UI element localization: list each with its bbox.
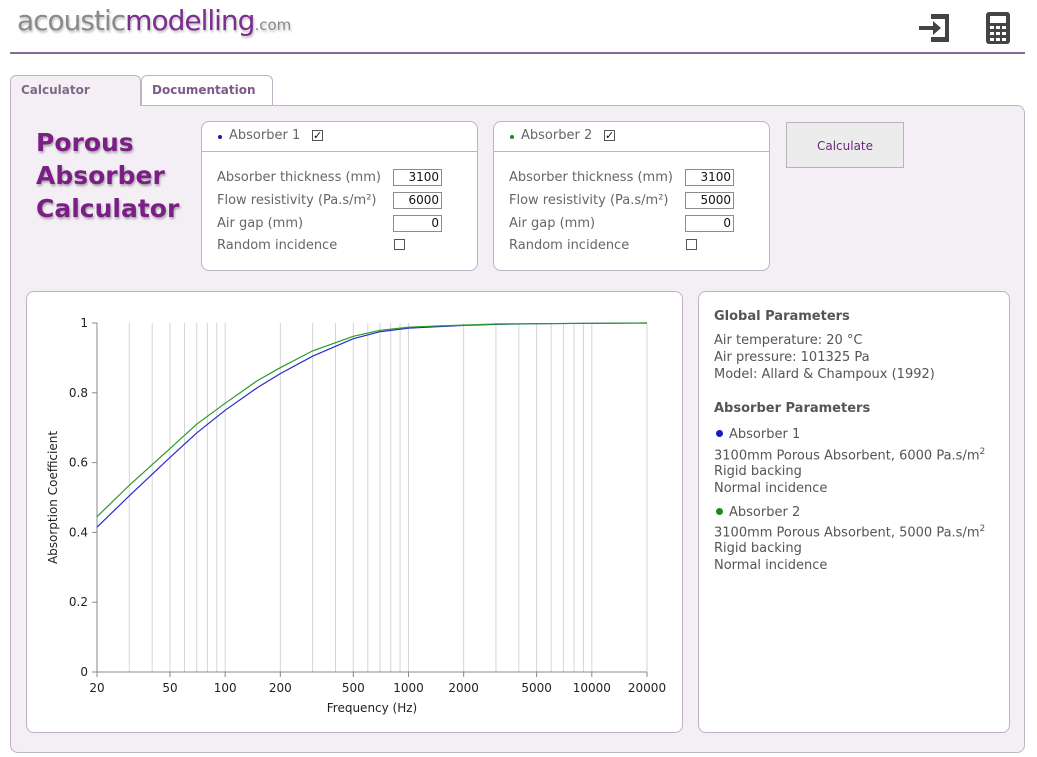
x-tick-label: 50 xyxy=(162,681,177,695)
absorber-1-enable-checkbox[interactable]: ✓ xyxy=(312,129,323,142)
absorber-1-info-incidence: Normal incidence xyxy=(714,481,828,496)
page-title-line-3: Calculator xyxy=(36,194,180,223)
absorber-2-random-label: Random incidence xyxy=(509,238,630,253)
absorber-1-info-desc-sup: 2 xyxy=(979,447,986,457)
absorber-2-info-backing: Rigid backing xyxy=(714,541,802,556)
y-tick-label: 0.2 xyxy=(69,595,88,609)
page-title-line-2: Absorber xyxy=(36,161,165,190)
absorber-2-info-desc-text: 3100mm Porous Absorbent, 5000 Pa.s/m xyxy=(714,525,980,541)
x-tick-label: 20000 xyxy=(628,681,666,695)
air-pressure-text: Air pressure: 101325 Pa xyxy=(714,350,870,365)
absorber-1-info-desc: 3100mm Porous Absorbent, 6000 Pa.s/m2 xyxy=(714,447,985,463)
x-tick-label: 2000 xyxy=(448,681,479,695)
absorber-1-thickness-input[interactable]: 3100 xyxy=(393,169,442,186)
logo-part-domain: .com xyxy=(254,16,292,34)
model-text: Model: Allard & Champoux (1992) xyxy=(714,367,935,382)
absorber-1-dot-icon xyxy=(218,135,222,139)
absorber-1-random-checkbox[interactable] xyxy=(394,239,405,250)
absorber-parameters-heading: Absorber Parameters xyxy=(714,401,871,416)
absorber-2-thickness-label: Absorber thickness (mm) xyxy=(509,170,673,185)
absorber-1-panel: Absorber 1 ✓ Absorber thickness (mm) 310… xyxy=(201,121,478,271)
absorber-2-info-name: Absorber 2 xyxy=(729,505,801,520)
absorber-2-enable-checkbox[interactable]: ✓ xyxy=(604,129,615,142)
absorber-2-panel: Absorber 2 ✓ Absorber thickness (mm) 310… xyxy=(493,121,770,271)
absorber-1-airgap-input[interactable]: 0 xyxy=(393,215,442,232)
header: acousticmodelling.com xyxy=(0,0,1037,55)
y-tick-label: 0.4 xyxy=(69,525,88,539)
x-tick-label: 5000 xyxy=(521,681,552,695)
absorber-2-info-incidence: Normal incidence xyxy=(714,558,828,573)
absorber-1-airgap-label: Air gap (mm) xyxy=(217,216,304,231)
absorber-2-legend-dot-icon xyxy=(716,508,723,515)
calculate-button[interactable]: Calculate xyxy=(786,122,904,168)
absorber-2-airgap-label: Air gap (mm) xyxy=(509,216,596,231)
info-panel: Global Parameters Air temperature: 20 °C… xyxy=(698,291,1010,733)
x-tick-label: 20 xyxy=(89,681,104,695)
y-tick-label: 0 xyxy=(80,665,88,679)
air-temperature-text: Air temperature: 20 °C xyxy=(714,333,863,348)
absorber-1-info-backing: Rigid backing xyxy=(714,464,802,479)
x-tick-label: 10000 xyxy=(573,681,611,695)
tab-documentation[interactable]: Documentation xyxy=(141,75,273,105)
page-title: Porous Absorber Calculator xyxy=(36,126,179,225)
absorber-2-flow-label: Flow resistivity (Pa.s/m²) xyxy=(509,193,669,208)
absorber-2-flow-input[interactable]: 5000 xyxy=(685,192,734,209)
y-axis-title: Absorption Coefficient xyxy=(46,431,60,564)
y-tick-label: 0.8 xyxy=(69,386,88,400)
absorber-2-label: Absorber 2 xyxy=(521,128,593,143)
absorber-1-header: Absorber 1 ✓ xyxy=(202,122,477,152)
page-title-line-1: Porous xyxy=(36,128,134,157)
absorber-2-airgap-input[interactable]: 0 xyxy=(685,215,734,232)
absorber-1-legend-dot-icon xyxy=(716,430,723,437)
absorber-1-flow-input[interactable]: 6000 xyxy=(393,192,442,209)
x-tick-label: 500 xyxy=(342,681,365,695)
absorber-2-random-checkbox[interactable] xyxy=(686,239,697,250)
series-line-absorber-1 xyxy=(96,322,648,528)
logo-part-modelling: modelling xyxy=(125,4,255,37)
x-tick-label: 1000 xyxy=(393,681,424,695)
absorber-1-label: Absorber 1 xyxy=(229,128,301,143)
site-logo[interactable]: acousticmodelling.com xyxy=(17,4,291,37)
x-tick-label: 200 xyxy=(269,681,292,695)
x-axis-title: Frequency (Hz) xyxy=(327,701,418,715)
absorber-1-thickness-label: Absorber thickness (mm) xyxy=(217,170,381,185)
x-tick-label: 100 xyxy=(214,681,237,695)
y-tick-label: 1 xyxy=(80,316,88,330)
chart-panel: 0 0.2 0.4 0.6 0.8 1 20 50 100 200 500 1000 2000 5000 1… xyxy=(26,291,683,733)
absorber-2-header: Absorber 2 ✓ xyxy=(494,122,769,152)
absorber-2-info-desc-sup: 2 xyxy=(979,524,986,534)
absorber-1-flow-label: Flow resistivity (Pa.s/m²) xyxy=(217,193,377,208)
tab-calculator[interactable]: Calculator xyxy=(10,75,141,106)
global-parameters-heading: Global Parameters xyxy=(714,309,850,324)
header-divider xyxy=(10,52,1025,54)
absorber-2-dot-icon xyxy=(510,135,514,139)
login-icon[interactable] xyxy=(917,10,953,46)
absorber-1-info-desc-text: 3100mm Porous Absorbent, 6000 Pa.s/m xyxy=(714,448,980,464)
absorber-2-info-desc: 3100mm Porous Absorbent, 5000 Pa.s/m2 xyxy=(714,524,985,540)
y-tick-label: 0.6 xyxy=(69,456,88,470)
absorber-1-random-label: Random incidence xyxy=(217,238,338,253)
absorber-1-info-name: Absorber 1 xyxy=(729,427,801,442)
absorber-2-thickness-input[interactable]: 3100 xyxy=(685,169,734,186)
absorption-chart: 0 0.2 0.4 0.6 0.8 1 20 50 100 200 500 1000 2000 5000 1… xyxy=(46,316,666,715)
calculator-icon[interactable] xyxy=(980,10,1016,46)
logo-part-acoustic: acoustic xyxy=(17,4,126,37)
series-line-absorber-2 xyxy=(96,322,648,518)
